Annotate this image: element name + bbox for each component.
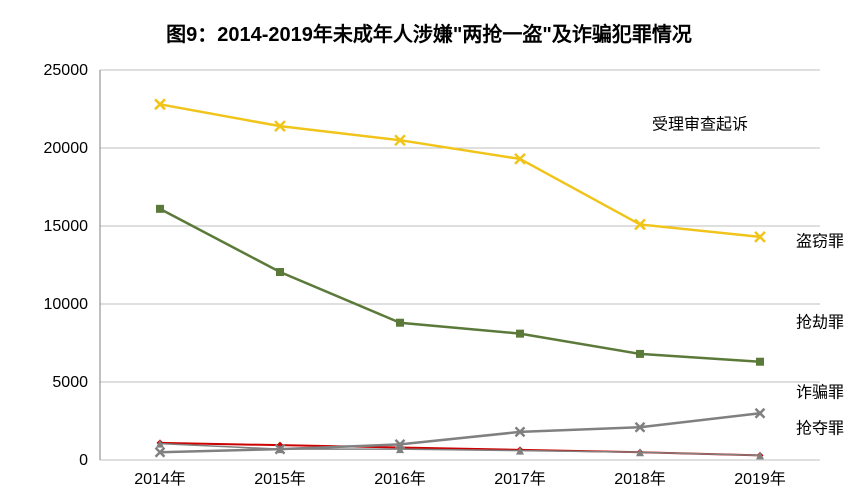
x-tick-label: 2015年	[254, 470, 306, 488]
series-label: 抢夺罪	[796, 419, 844, 437]
series-label: 受理审查起诉	[652, 115, 748, 133]
line-chart: 0 5000 10000 15000 20000 25000 2014年 2015年 2016年…	[0, 0, 858, 504]
x-tick-label: 2017年	[494, 470, 546, 488]
chart-container: 图9：2014-2019年未成年人涉嫌"两抢一盗"及诈骗犯罪情况 0 5000 10…	[0, 0, 858, 504]
series-label: 抢劫罪	[796, 313, 844, 331]
x-tick-label: 2018年	[614, 470, 666, 488]
x-tick-label: 2016年	[374, 470, 426, 488]
chart-title: 图9：2014-2019年未成年人涉嫌"两抢一盗"及诈骗犯罪情况	[0, 18, 858, 47]
y-tick-label: 25000	[44, 62, 89, 79]
series-label: 盗窃罪	[796, 232, 844, 250]
x-tick-label: 2014年	[134, 470, 186, 488]
y-tick-label: 5000	[52, 374, 88, 391]
x-tick-label: 2019年	[734, 470, 786, 488]
y-tick-label: 0	[79, 452, 88, 469]
series-line-诈骗罪	[160, 413, 760, 452]
series-line-盗窃罪	[160, 209, 760, 362]
y-tick-label: 15000	[44, 218, 89, 235]
y-tick-label: 20000	[44, 140, 89, 157]
series-label: 诈骗罪	[796, 384, 844, 402]
y-tick-label: 10000	[44, 296, 89, 313]
